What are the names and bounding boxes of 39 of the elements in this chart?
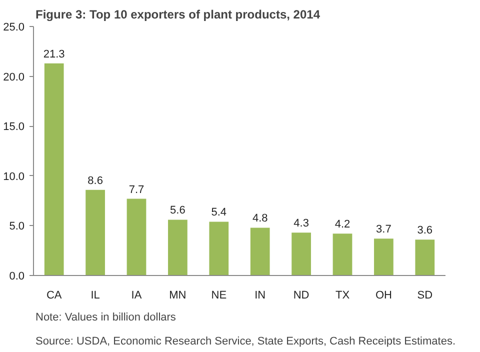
bar	[332, 234, 352, 276]
chart-title: Figure 3: Top 10 exporters of plant products, 2014	[36, 8, 320, 22]
data-label: 3.7	[376, 224, 392, 236]
y-tick-label: 20.0	[3, 71, 25, 84]
x-tick-label: TX	[335, 290, 350, 302]
x-tick-label: ND	[293, 290, 310, 302]
data-label: 21.3	[43, 48, 65, 60]
y-tick-label: 5.0	[9, 220, 25, 233]
data-label: 4.8	[252, 212, 268, 225]
data-label: 7.7	[128, 184, 144, 196]
data-label: 8.6	[88, 174, 103, 187]
bar	[374, 238, 394, 276]
x-tick-label: SD	[417, 290, 433, 302]
x-tick-label: NE	[211, 290, 227, 302]
x-tick-label: IA	[131, 290, 142, 302]
data-label: 5.4	[211, 206, 227, 219]
bar	[415, 240, 435, 276]
bar	[86, 190, 105, 276]
x-tick-label: CA	[46, 290, 62, 302]
bar	[209, 222, 229, 276]
y-tick-label: 25.0	[3, 22, 25, 34]
y-tick-label: 0.0	[9, 270, 25, 282]
data-label: 4.3	[294, 218, 309, 230]
data-label: 3.6	[417, 224, 433, 237]
data-label: 5.6	[170, 204, 186, 217]
x-tick-label: IL	[90, 290, 100, 302]
x-tick-label: IN	[254, 290, 266, 302]
y-tick-label: 10.0	[3, 170, 25, 183]
bar	[250, 228, 270, 276]
x-tick-label: OH	[375, 290, 392, 302]
x-tick-label: MN	[169, 290, 186, 302]
text: Note: Values in billion dollars	[36, 312, 176, 324]
bar	[292, 232, 311, 276]
bar	[126, 198, 146, 276]
bar	[168, 220, 188, 276]
source-note: Source: USDA, Economic Research Service, State Exports, Cash Receipts Estimates.	[36, 336, 456, 348]
y-tick-label: 15.0	[3, 121, 25, 134]
bar	[44, 63, 64, 276]
data-label: 4.2	[334, 218, 350, 231]
